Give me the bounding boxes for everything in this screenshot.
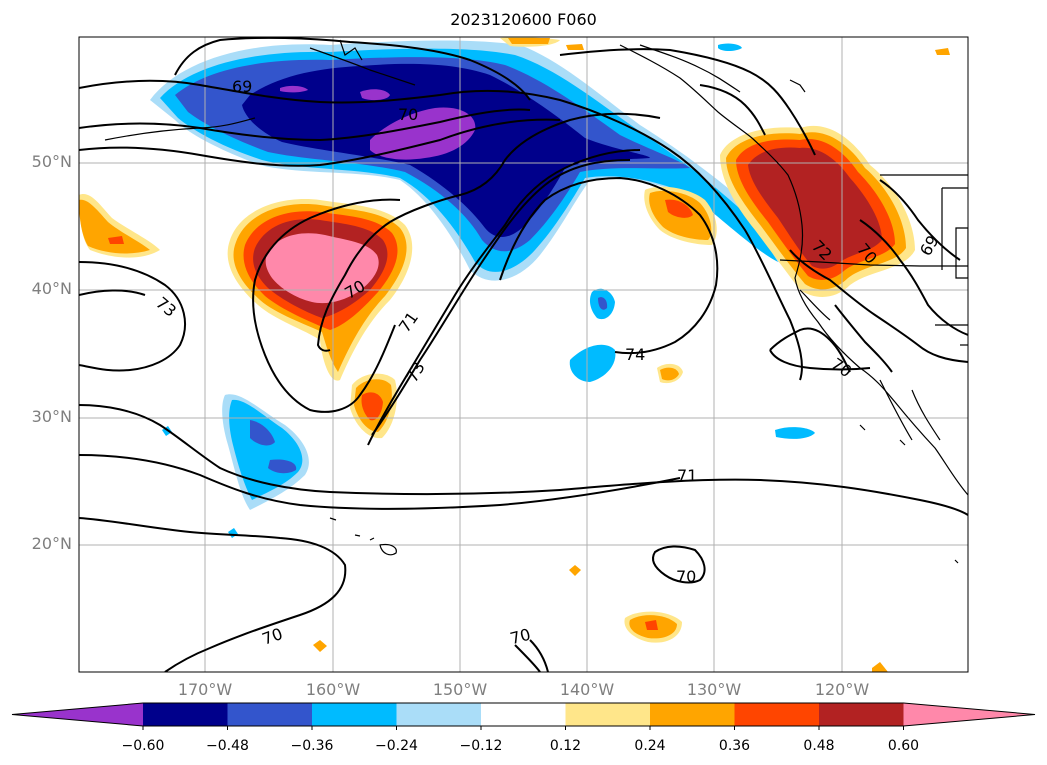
positive-anomaly-west-coast <box>720 125 915 297</box>
colorbar-tick-label: −0.60 <box>121 738 165 754</box>
contour-label: 69 <box>916 232 943 259</box>
colorbar <box>11 702 1036 730</box>
graticule <box>79 37 968 672</box>
colorbar-segment <box>650 703 735 726</box>
lon-label: 130°W <box>686 680 742 699</box>
lon-label: 170°W <box>177 680 233 699</box>
colorbar-tick-label: −0.48 <box>206 738 249 754</box>
colorbar-tick-label: −0.24 <box>375 738 418 754</box>
colorbar-tick-label: 0.48 <box>803 738 835 754</box>
lat-label: 30°N <box>31 407 72 426</box>
colorbar-segment <box>565 703 651 726</box>
map-frame <box>78 36 969 673</box>
contour-label: 70 <box>508 625 533 649</box>
contour-label: 70 <box>676 567 696 586</box>
coastlines <box>104 39 968 564</box>
colorbar-segment <box>143 703 228 726</box>
colorbar-segment <box>312 703 397 726</box>
lat-label: 50°N <box>31 152 72 171</box>
lat-label: 20°N <box>31 534 72 553</box>
contour-label: 71 <box>677 466 697 485</box>
contour-label: 70 <box>828 354 856 381</box>
colorbar-tick-label: −0.36 <box>290 738 334 754</box>
lon-label: 120°W <box>814 680 870 699</box>
colorbar-segment <box>227 703 313 726</box>
positive-anomaly-patches <box>79 37 950 672</box>
lat-label: 40°N <box>31 279 72 298</box>
contour-label: 74 <box>625 345 645 364</box>
height-contours <box>79 37 968 672</box>
colorbar-extend-high <box>903 703 1035 726</box>
contour-label: 71 <box>395 308 422 336</box>
colorbar-extend-low <box>12 703 143 726</box>
lon-label: 160°W <box>305 680 361 699</box>
colorbar-segment <box>819 703 904 726</box>
colorbar-segment <box>396 703 482 726</box>
negative-anomaly-patches <box>162 43 815 538</box>
colorbar-tick-label: 0.60 <box>887 738 920 754</box>
lon-label: 150°W <box>432 680 488 699</box>
colorbar-tick-label: 0.24 <box>634 738 666 754</box>
colorbar-tick-label: 0.12 <box>549 738 582 754</box>
contour-label: 69 <box>232 77 252 96</box>
colorbar-tick-label: −0.12 <box>459 738 503 754</box>
contour-label: 70 <box>398 105 418 124</box>
colorbar-tick-label: 0.36 <box>718 738 751 754</box>
colorbar-segment <box>481 703 566 726</box>
lon-label: 140°W <box>559 680 615 699</box>
colorbar-segment <box>734 703 820 726</box>
map-title: 2023120600 F060 <box>450 10 597 29</box>
